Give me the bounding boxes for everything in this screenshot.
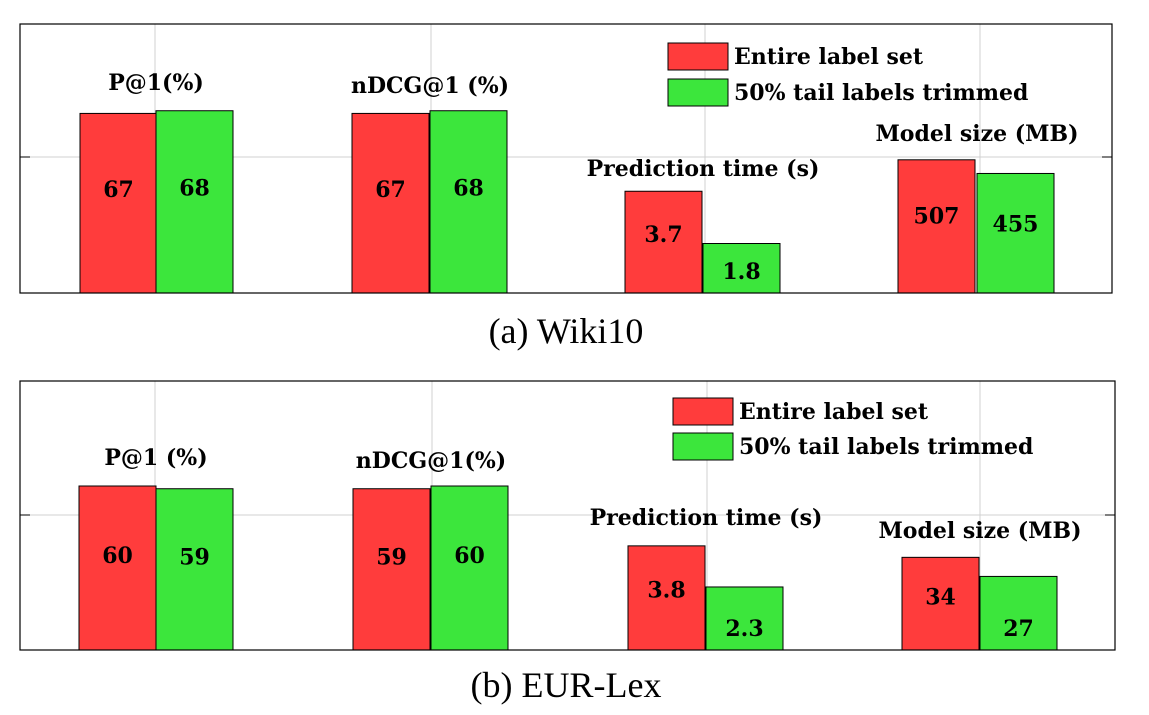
bar-value-label: 1.8 [722,259,760,285]
bar-entire-2 [351,112,430,294]
bar-trimmed-2 [430,485,509,651]
chart-panel-1: 67 68 P@1(%) 67 68 nDCG@1 (%) 3.7 1.8 Prediction… [19,23,1113,351]
legend-entry: 50% tail labels trimmed [739,434,1033,460]
bar-trimmed-2 [429,110,508,294]
bar-value-label: 455 [993,212,1039,238]
bar-entire-4 [901,556,980,651]
legend-swatch [672,432,734,461]
legend-entry: Entire label set [739,399,929,425]
bar-trimmed-3 [705,586,784,651]
bar-value-label: 59 [376,544,407,570]
group-label: nDCG@1 (%) [351,73,509,99]
group-label: P@1(%) [108,70,204,96]
bar-value-label: 68 [453,175,484,201]
panel-caption: (b) EUR-Lex [471,665,662,705]
group-label: Model size (MB) [875,121,1078,147]
panel-caption: (a) Wiki10 [489,311,644,351]
legend-swatch [667,78,729,107]
bar-value-label: 60 [454,543,485,569]
bar-value-label: 59 [179,544,210,570]
bar-trimmed-1 [155,110,234,294]
group-label: Prediction time (s) [587,156,820,182]
legend-entry: 50% tail labels trimmed [734,80,1028,106]
bar-value-label: 34 [925,584,956,610]
bar-value-label: 3.7 [644,222,682,248]
legend-swatch [672,397,734,426]
group-label: nDCG@1(%) [356,448,506,474]
bar-entire-3 [627,545,706,651]
bar-value-label: 68 [179,175,210,201]
bar-entire-2 [352,488,431,651]
bar-value-label: 2.3 [725,616,763,642]
bar-entire-1 [79,112,158,294]
bar-trimmed-4 [979,575,1058,651]
chart-panel-2: 60 59 P@1 (%) 59 60 nDCG@1(%) 3.8 2.3 Prediction… [19,380,1116,705]
bar-value-label: 27 [1003,616,1034,642]
group-label: P@1 (%) [104,445,207,471]
group-label: Model size (MB) [878,518,1081,544]
bar-trimmed-4 [976,172,1055,294]
bar-trimmed-1 [155,488,234,651]
bar-entire-4 [897,159,976,294]
plot-frame [19,23,1113,294]
bar-entire-3 [624,190,703,294]
bar-value-label: 507 [914,204,960,230]
bar-value-label: 67 [103,177,134,203]
group-label: Prediction time (s) [590,505,823,531]
bar-value-label: 3.8 [647,578,685,604]
bar-value-label: 60 [102,543,133,569]
bar-value-label: 67 [375,177,406,203]
bar-entire-1 [78,485,157,651]
legend-swatch [667,42,729,71]
legend-entry: Entire label set [734,44,924,70]
